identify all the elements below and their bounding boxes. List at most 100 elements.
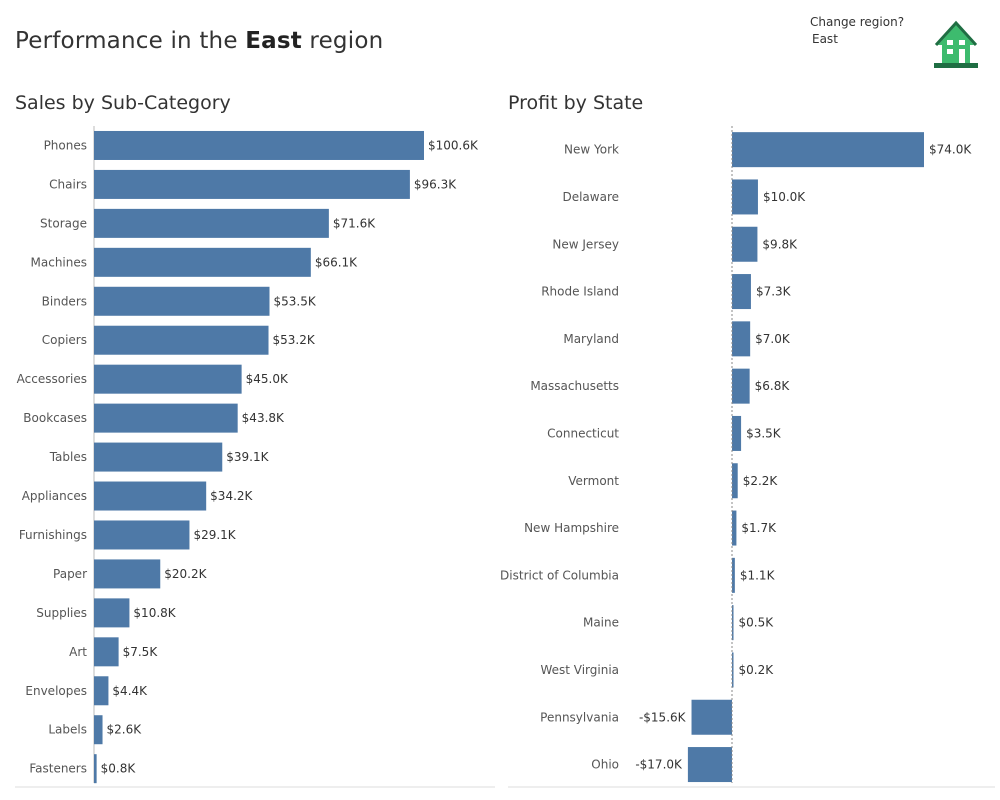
profit-bar xyxy=(732,510,737,546)
category-label: Chairs xyxy=(49,177,87,191)
sales-bar xyxy=(94,364,242,394)
category-label: Envelopes xyxy=(25,684,87,698)
state-label: New York xyxy=(564,143,619,157)
category-label: Machines xyxy=(31,255,87,269)
title-suffix: region xyxy=(301,28,384,54)
bar-value-label: $10.0K xyxy=(763,190,806,204)
profit-bar xyxy=(687,747,732,783)
profit-bar xyxy=(732,179,758,215)
category-label: Labels xyxy=(48,723,87,737)
bar-value-label: $53.2K xyxy=(273,333,316,347)
category-label: Furnishings xyxy=(19,528,87,542)
bar-value-label: $20.2K xyxy=(164,567,207,581)
bar-value-label: $9.8K xyxy=(762,237,798,251)
bar-value-label: -$15.6K xyxy=(639,710,687,724)
sales-chart-title: Sales by Sub-Category xyxy=(15,92,231,114)
bar-value-label: $1.1K xyxy=(740,568,776,582)
state-label: West Virginia xyxy=(540,663,619,677)
region-selector[interactable]: East xyxy=(812,32,838,46)
bar-value-label: $7.3K xyxy=(756,285,792,299)
profit-bar xyxy=(732,463,738,499)
home-button[interactable] xyxy=(932,20,980,70)
state-label: Vermont xyxy=(568,474,619,488)
sales-bar xyxy=(94,130,424,160)
bar-value-label: $71.6K xyxy=(333,216,376,230)
profit-bar xyxy=(691,699,732,735)
bar-value-label: $96.3K xyxy=(414,177,457,191)
category-label: Art xyxy=(69,645,87,659)
category-label: Copiers xyxy=(42,333,87,347)
bar-value-label: $0.2K xyxy=(739,663,775,677)
category-label: Paper xyxy=(53,567,87,581)
category-label: Bookcases xyxy=(23,411,87,425)
bar-value-label: -$17.0K xyxy=(635,758,683,772)
sales-bar xyxy=(94,637,119,667)
home-icon-window xyxy=(959,40,965,45)
profit-bar xyxy=(732,652,734,688)
state-label: Maryland xyxy=(563,332,619,346)
bar-value-label: $45.0K xyxy=(246,372,289,386)
profit-bar xyxy=(732,274,751,310)
sales-bar xyxy=(94,442,223,472)
profit-bar xyxy=(732,557,735,593)
profit-chart-title: Profit by State xyxy=(508,92,644,114)
state-label: Rhode Island xyxy=(541,285,619,299)
sales-bar xyxy=(94,559,161,589)
sales-bar xyxy=(94,676,109,706)
category-label: Storage xyxy=(40,216,87,230)
home-icon-roof xyxy=(934,20,978,47)
bar-value-label: $34.2K xyxy=(210,489,253,503)
bar-value-label: $39.1K xyxy=(226,450,269,464)
state-label: Connecticut xyxy=(547,426,619,440)
profit-bar xyxy=(732,415,742,451)
sales-bar xyxy=(94,169,410,199)
bar-value-label: $66.1K xyxy=(315,255,358,269)
state-label: Delaware xyxy=(562,190,619,204)
state-label: Massachusetts xyxy=(530,379,619,393)
state-label: Pennsylvania xyxy=(540,710,619,724)
sales-bar xyxy=(94,325,269,355)
sales-by-subcategory-chart: Phones $100.6K Chairs $96.3K Storage $71.6K Ma… xyxy=(15,126,495,788)
state-label: Ohio xyxy=(591,758,619,772)
title-region: East xyxy=(245,28,302,54)
bar-value-label: $100.6K xyxy=(428,138,479,152)
sales-bar xyxy=(94,520,190,550)
dashboard-title: Performance in the East region xyxy=(15,28,383,54)
bar-value-label: $29.1K xyxy=(193,528,236,542)
sales-bar xyxy=(94,286,270,316)
home-icon-base xyxy=(934,63,978,68)
home-icon-window xyxy=(947,49,953,54)
bar-value-label: $10.8K xyxy=(133,606,176,620)
home-icon-window xyxy=(947,40,953,45)
bar-value-label: $43.8K xyxy=(242,411,285,425)
home-icon xyxy=(934,20,978,68)
bar-value-label: $7.0K xyxy=(755,332,791,346)
sales-bar xyxy=(94,481,207,511)
profit-bar xyxy=(732,226,758,262)
category-label: Supplies xyxy=(36,606,87,620)
bar-value-label: $2.6K xyxy=(107,723,143,737)
bar-value-label: $4.4K xyxy=(112,684,148,698)
home-icon-door xyxy=(959,49,965,63)
bar-value-label: $1.7K xyxy=(741,521,777,535)
sales-bar xyxy=(94,208,329,238)
profit-bar xyxy=(732,368,750,404)
bar-value-label: $3.5K xyxy=(746,426,782,440)
sales-bar xyxy=(94,754,97,784)
state-label: New Hampshire xyxy=(524,521,619,535)
bar-value-label: $7.5K xyxy=(123,645,159,659)
sales-bar xyxy=(94,247,311,277)
bar-value-label: $0.5K xyxy=(739,616,775,630)
bar-value-label: $74.0K xyxy=(929,143,972,157)
sales-bar xyxy=(94,598,130,628)
category-label: Accessories xyxy=(17,372,87,386)
sales-bar xyxy=(94,715,103,745)
bar-value-label: $6.8K xyxy=(755,379,791,393)
bar-value-label: $2.2K xyxy=(743,474,779,488)
bar-value-label: $0.8K xyxy=(101,762,137,776)
category-label: Fasteners xyxy=(29,762,87,776)
bar-value-label: $53.5K xyxy=(273,294,316,308)
state-label: District of Columbia xyxy=(500,568,619,582)
sales-bar xyxy=(94,403,238,433)
